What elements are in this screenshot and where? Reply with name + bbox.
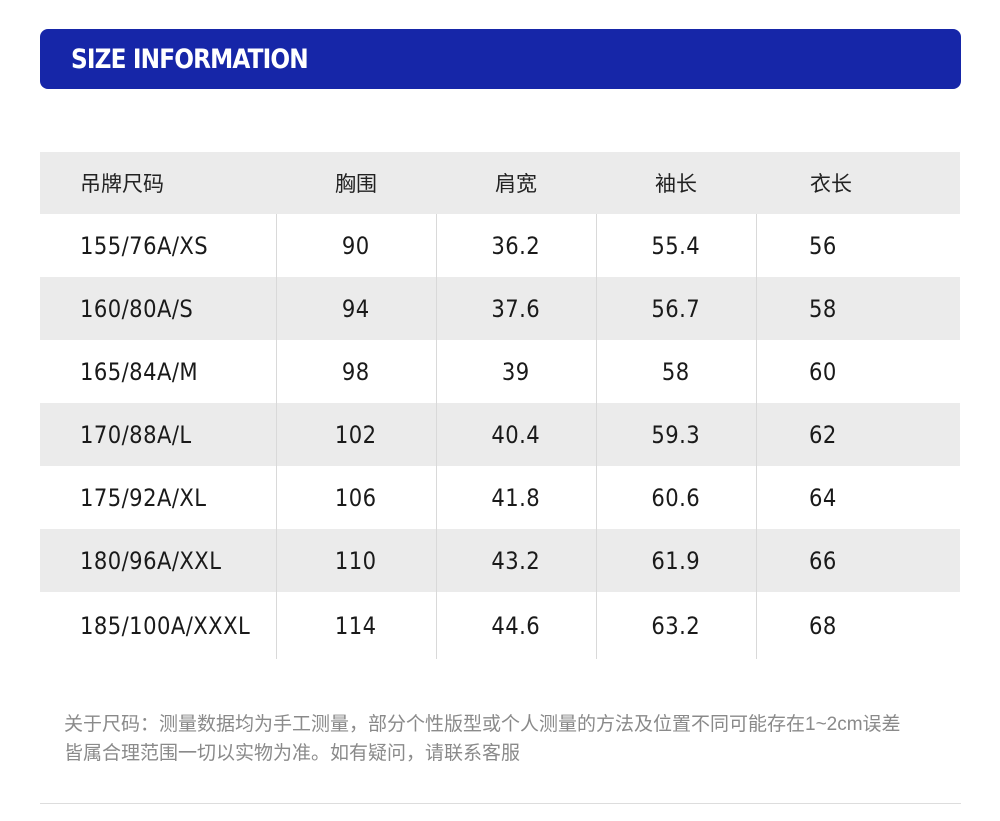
cell-chest: 94 — [275, 277, 436, 340]
column-header-shoulder: 肩宽 — [495, 173, 537, 196]
cell-sleeve: 61.9 — [595, 529, 756, 592]
size-table: 吊牌尺码 胸围 肩宽 袖长 衣长 155/76A/XS 90 36.2 55.4… — [40, 152, 960, 659]
column-header-sleeve: 袖长 — [655, 173, 697, 196]
cell-sleeve: 59.3 — [595, 403, 756, 466]
cell-length: 58 — [755, 277, 960, 340]
table-row: 170/88A/L 102 40.4 59.3 62 — [40, 403, 960, 466]
cell-size: 165/84A/M — [80, 357, 199, 386]
cell-shoulder: 40.4 — [435, 403, 596, 466]
table-row: 185/100A/XXXL 114 44.6 63.2 68 — [40, 592, 960, 659]
table-row: 180/96A/XXL 110 43.2 61.9 66 — [40, 529, 960, 592]
cell-shoulder: 39 — [435, 340, 596, 403]
cell-chest: 90 — [275, 214, 436, 277]
cell-length: 66 — [755, 529, 960, 592]
table-row: 155/76A/XS 90 36.2 55.4 56 — [40, 214, 960, 277]
cell-chest: 102 — [275, 403, 436, 466]
column-header-length: 衣长 — [810, 173, 852, 196]
cell-sleeve: 58 — [595, 340, 756, 403]
cell-size: 175/92A/XL — [80, 483, 207, 512]
cell-shoulder: 36.2 — [435, 214, 596, 277]
table-row: 160/80A/S 94 37.6 56.7 58 — [40, 277, 960, 340]
size-note: 关于尺码：测量数据均为手工测量，部分个性版型或个人测量的方法及位置不同可能存在1… — [64, 710, 964, 768]
size-note-line-1: 关于尺码：测量数据均为手工测量，部分个性版型或个人测量的方法及位置不同可能存在1… — [64, 714, 901, 735]
header-title: SIZE INFORMATION — [71, 44, 309, 75]
cell-size: 160/80A/S — [80, 294, 194, 323]
table-row: 175/92A/XL 106 41.8 60.6 64 — [40, 466, 960, 529]
cell-size: 170/88A/L — [80, 420, 192, 449]
cell-size: 180/96A/XXL — [80, 546, 222, 575]
divider — [40, 803, 961, 804]
cell-chest: 110 — [275, 529, 436, 592]
header-banner: SIZE INFORMATION — [40, 29, 961, 89]
cell-size: 155/76A/XS — [80, 231, 209, 260]
cell-chest: 114 — [275, 592, 436, 659]
column-header-chest: 胸围 — [335, 173, 377, 196]
table-header-row: 吊牌尺码 胸围 肩宽 袖长 衣长 — [40, 152, 960, 214]
cell-sleeve: 56.7 — [595, 277, 756, 340]
cell-shoulder: 37.6 — [435, 277, 596, 340]
cell-length: 62 — [755, 403, 960, 466]
cell-sleeve: 63.2 — [595, 592, 756, 659]
cell-size: 185/100A/XXXL — [80, 611, 251, 640]
cell-chest: 106 — [275, 466, 436, 529]
table-row: 165/84A/M 98 39 58 60 — [40, 340, 960, 403]
cell-length: 60 — [755, 340, 960, 403]
size-note-line-2: 皆属合理范围一切以实物为准。如有疑问，请联系客服 — [64, 743, 521, 764]
cell-shoulder: 41.8 — [435, 466, 596, 529]
cell-sleeve: 55.4 — [595, 214, 756, 277]
cell-shoulder: 44.6 — [435, 592, 596, 659]
cell-length: 64 — [755, 466, 960, 529]
cell-length: 68 — [755, 592, 960, 659]
cell-length: 56 — [755, 214, 960, 277]
cell-chest: 98 — [275, 340, 436, 403]
cell-sleeve: 60.6 — [595, 466, 756, 529]
cell-shoulder: 43.2 — [435, 529, 596, 592]
column-header-tag-size: 吊牌尺码 — [80, 173, 164, 196]
